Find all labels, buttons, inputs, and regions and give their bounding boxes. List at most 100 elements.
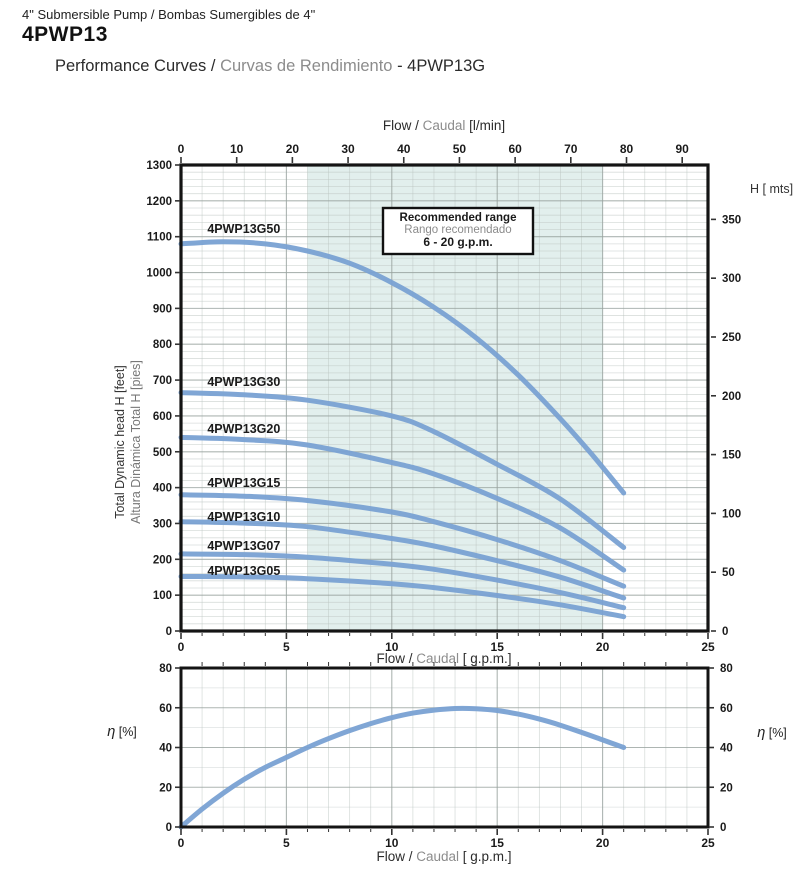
section-title-en: Performance Curves /: [55, 57, 221, 75]
eta-symbol: η: [757, 725, 765, 741]
eff-left-tick-label: 40: [159, 743, 172, 755]
left-tick-label: 200: [153, 554, 172, 566]
bottom-axis-title: Flow / Caudal [ g.p.m.]: [376, 651, 511, 666]
curve-4PWP13G30: [178, 390, 627, 550]
curve-label-4PWP13G15: 4PWP13G15: [207, 476, 280, 490]
top-tick-label: 80: [620, 142, 634, 156]
bottom-axis-label-es: Caudal: [416, 651, 459, 666]
left-tick-label: 700: [153, 375, 172, 387]
pump-model-title: 4PWP13: [22, 23, 108, 46]
bottom-axis-label-unit: [ g.p.m.]: [459, 651, 512, 666]
curve-label-4PWP13G30: 4PWP13G30: [207, 375, 280, 389]
eff-xlabel-es: Caudal: [416, 849, 459, 864]
top-tick-label: 90: [676, 142, 690, 156]
right-axis-meters: 0 50 100 150 200 250 300 350 H [ mts]: [711, 182, 793, 638]
left-axis-title-en: Total Dynamic head H [feet]: [113, 365, 127, 519]
recommended-range-line1: Recommended range: [400, 212, 517, 224]
eff-grid: [181, 668, 708, 827]
left-tick-label: 400: [153, 483, 172, 495]
eff-x-tick-label: 20: [596, 836, 610, 850]
eff-right-tick-label: 0: [720, 822, 726, 834]
top-tick-label: 10: [230, 142, 244, 156]
eff-left-tick-label: 0: [166, 822, 172, 834]
eff-x-tick-label: 15: [491, 836, 505, 850]
left-tick-label: 1100: [147, 232, 172, 244]
top-axis-label-es: Caudal: [423, 118, 466, 133]
eff-ylabel-left: η [%]: [107, 724, 137, 740]
eff-x-axis-title: Flow / Caudal [ g.p.m.]: [376, 849, 511, 864]
right-tick-label: 250: [722, 332, 741, 344]
right-tick-label: 200: [722, 391, 741, 403]
left-tick-label: 0: [166, 626, 172, 638]
section-title-suffix: - 4PWP13G: [392, 57, 486, 75]
eff-right-tick-label: 60: [720, 703, 733, 715]
left-tick-label: 300: [153, 518, 172, 530]
curve-4PWP13G15: [178, 492, 627, 589]
eff-xlabel-en: Flow /: [376, 849, 416, 864]
eff-right-tick-label: 40: [720, 743, 733, 755]
curve-4PWP13G05: [178, 574, 627, 620]
curve-label-4PWP13G50: 4PWP13G50: [207, 222, 280, 236]
left-tick-label: 1300: [146, 160, 172, 172]
eff-x-tick-label: 0: [178, 836, 185, 850]
top-axis-label-en: Flow /: [383, 118, 423, 133]
eff-left-tick-label: 20: [159, 782, 172, 794]
bottom-tick-label: 20: [596, 640, 610, 654]
top-tick-label: 60: [508, 142, 522, 156]
eff-x-axis: 0 5 10 15 20 25 Flow / Caudal [ g.p.m.]: [178, 662, 715, 864]
right-axis-title: H [ mts]: [750, 182, 793, 196]
right-tick-label: 100: [722, 508, 741, 520]
bottom-tick-label: 15: [491, 640, 505, 654]
left-tick-label: 1000: [146, 268, 172, 280]
eff-right-tick-label: 20: [720, 782, 733, 794]
bottom-tick-label: 5: [283, 640, 290, 654]
bottom-tick-label: 10: [385, 640, 399, 654]
eff-x-tick-label: 25: [701, 836, 715, 850]
left-tick-label: 800: [153, 339, 172, 351]
bottom-tick-label: 0: [178, 640, 185, 654]
bottom-tick-label: 25: [701, 640, 715, 654]
top-axis-label-unit: [l/min]: [465, 118, 505, 133]
curve-label-4PWP13G10: 4PWP13G10: [207, 510, 280, 524]
right-tick-label: 150: [722, 450, 741, 462]
right-tick-label: 350: [722, 214, 741, 226]
eff-plot-border: [179, 666, 710, 829]
recommended-range-border: [381, 206, 535, 256]
right-tick-label: 50: [722, 567, 735, 579]
curve-4PWP13G07: [178, 551, 627, 611]
section-title-es: Curvas de Rendimiento: [220, 57, 393, 75]
top-tick-label: 50: [453, 142, 467, 156]
curve-efficiency: [178, 705, 627, 830]
right-tick-label: 300: [722, 273, 741, 285]
eff-left-tick-label: 60: [159, 703, 172, 715]
top-axis-title: Flow / Caudal [l/min]: [383, 118, 505, 133]
eta-unit: [%]: [115, 725, 137, 739]
curve-label-4PWP13G05: 4PWP13G05: [207, 564, 280, 578]
curve-label-4PWP13G07: 4PWP13G07: [207, 539, 280, 553]
left-tick-label: 600: [153, 411, 172, 423]
top-axis-lmin: 0 10 20 30 40 50 60 70 80 90 Flow / Caudal [l/min]: [178, 118, 690, 163]
main-head-chart: 4PWP13G50 4PWP13G30 4PWP13G20 4PWP13G15 4PWP…: [113, 118, 793, 666]
top-tick-label: 40: [397, 142, 411, 156]
curve-4PWP13G10: [178, 519, 627, 601]
curve-4PWP13G50: [178, 239, 627, 496]
left-tick-label: 500: [153, 447, 172, 459]
main-plot-border: [179, 163, 710, 633]
bottom-axis-label-en: Flow /: [376, 651, 416, 666]
eta-symbol: η: [107, 724, 115, 740]
left-tick-label: 100: [153, 590, 172, 602]
left-axis-feet: 0 100 200 300 400 500 600 700 800 900 1000 1100 1200…: [113, 160, 180, 638]
recommended-range-line2: Rango recomendado: [404, 224, 511, 236]
curve-4PWP13G20: [178, 434, 627, 573]
eta-unit: [%]: [765, 726, 787, 740]
eff-ylabel-right: η [%]: [757, 725, 787, 741]
eff-xlabel-unit: [ g.p.m.]: [459, 849, 512, 864]
left-tick-label: 900: [153, 303, 172, 315]
eff-x-tick-label: 5: [283, 836, 290, 850]
left-tick-label: 1200: [146, 196, 172, 208]
